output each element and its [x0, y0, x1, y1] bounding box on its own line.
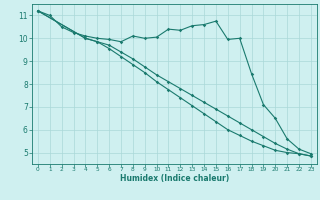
X-axis label: Humidex (Indice chaleur): Humidex (Indice chaleur)	[120, 174, 229, 183]
